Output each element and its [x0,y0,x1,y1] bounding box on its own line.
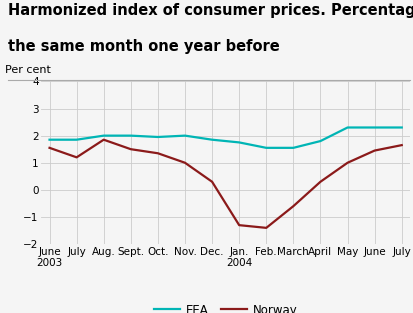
Text: the same month one year before: the same month one year before [8,39,279,54]
Legend: EEA, Norway: EEA, Norway [149,299,301,313]
Text: Harmonized index of consumer prices. Percentage change from: Harmonized index of consumer prices. Per… [8,3,413,18]
Text: Per cent: Per cent [5,65,50,75]
